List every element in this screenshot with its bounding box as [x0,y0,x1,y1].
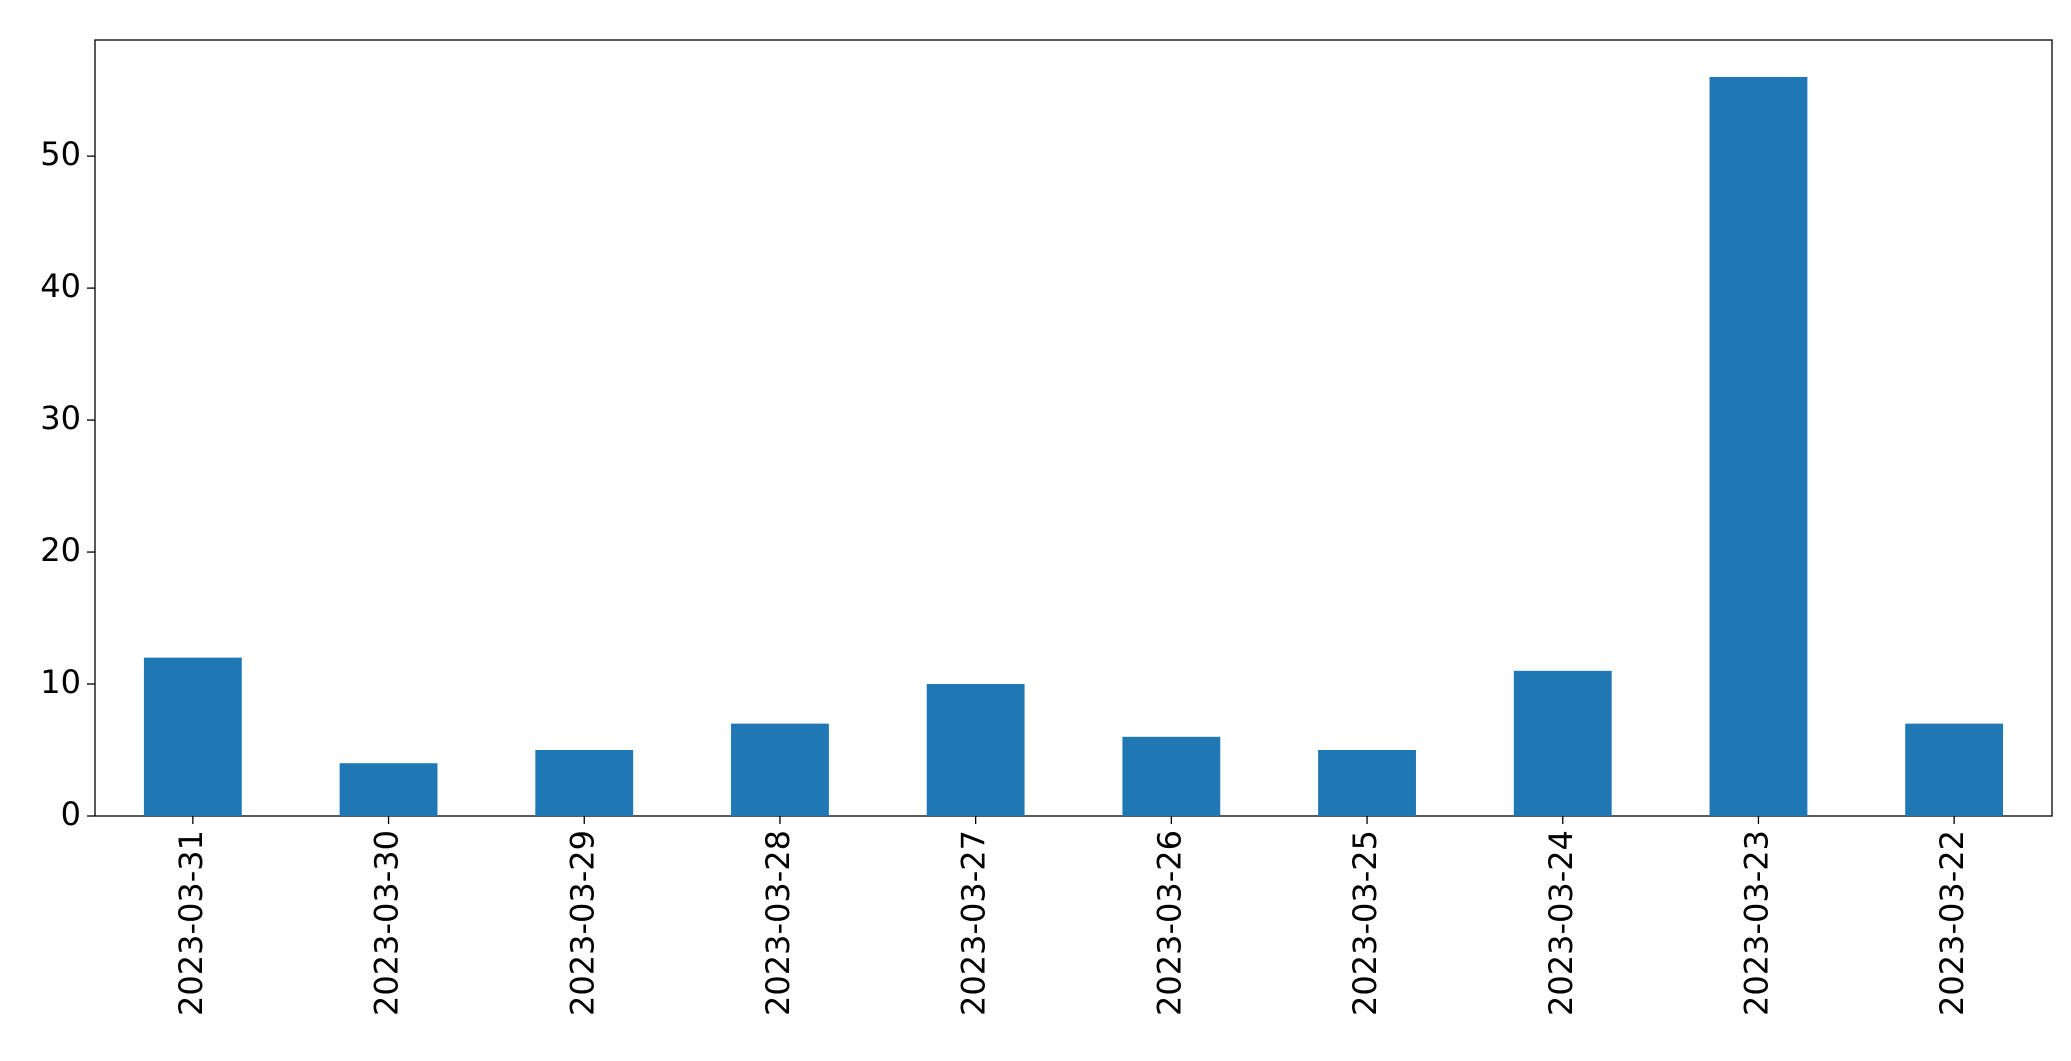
bar [1709,76,1808,816]
x-tick-label: 2023-03-22 [1933,830,1971,1016]
bar [1122,736,1221,816]
x-tick-label: 2023-03-27 [955,830,993,1016]
x-tick-label: 2023-03-24 [1542,830,1580,1016]
y-tick-label: 20 [40,531,81,569]
x-tick-label: 2023-03-30 [368,830,406,1016]
x-tick-label: 2023-03-31 [172,830,210,1016]
bar [1318,750,1416,816]
plot-frame [94,39,2053,817]
bar [535,750,634,816]
y-tick-label: 30 [40,399,81,437]
x-tick-label: 2023-03-23 [1737,830,1775,1016]
y-tick-label: 40 [40,267,81,305]
x-tick-label: 2023-03-28 [759,830,797,1016]
x-tick-label: 2023-03-29 [563,830,601,1016]
bar [731,723,829,816]
bar [1513,670,1612,816]
y-tick-label: 0 [61,795,81,833]
x-tick-label: 2023-03-25 [1346,830,1384,1016]
y-tick-label: 10 [40,663,81,701]
bar [1905,723,2004,816]
bar [339,763,438,816]
x-tick-label: 2023-03-26 [1150,830,1188,1016]
bar [926,684,1025,816]
y-tick-label: 50 [40,135,81,173]
bar [143,657,242,816]
